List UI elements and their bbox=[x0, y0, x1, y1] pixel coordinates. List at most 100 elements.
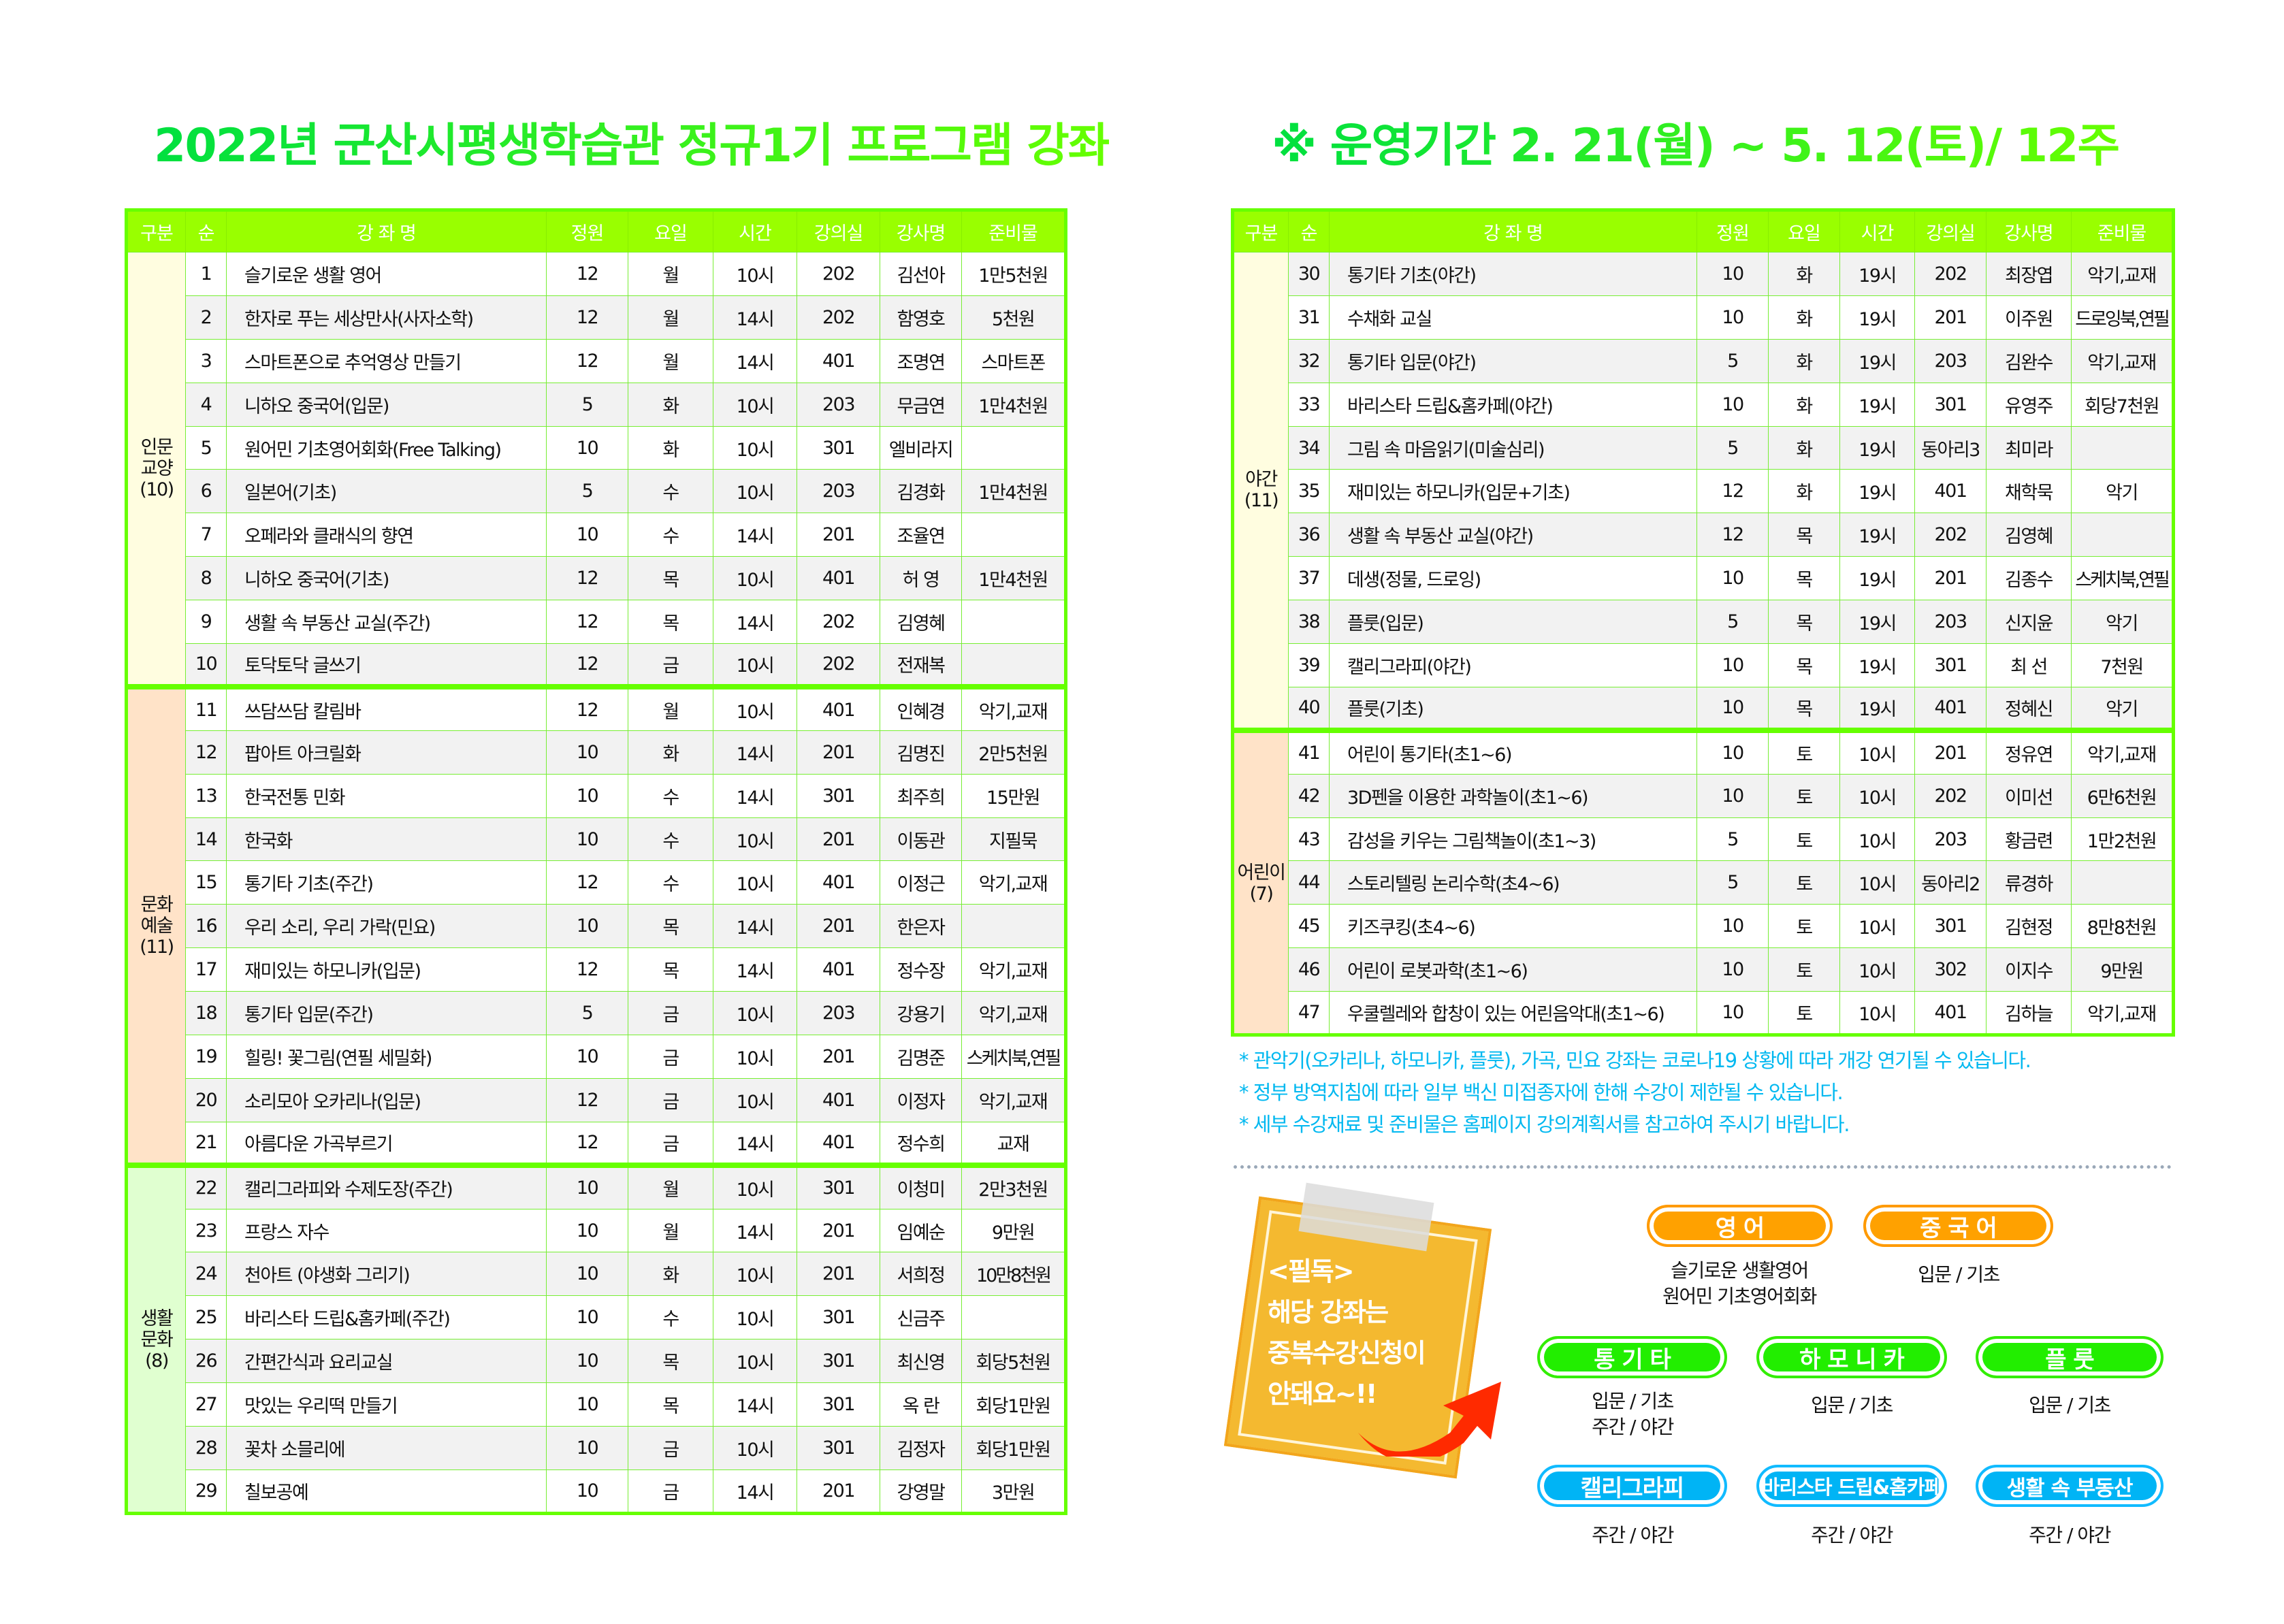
cell-no: 32 bbox=[1288, 338, 1330, 383]
cell-room: 301 bbox=[797, 1339, 880, 1384]
cell-time: 10시 bbox=[713, 1339, 797, 1384]
cell-instructor: 조명연 bbox=[880, 338, 962, 383]
cell-course-name: 우리 소리, 우리 가락(민요) bbox=[226, 904, 547, 949]
cell-room: 203 bbox=[797, 469, 880, 514]
cell-materials: 7천원 bbox=[2071, 643, 2174, 687]
cell-time: 10시 bbox=[1839, 773, 1915, 818]
cell-capacity: 10 bbox=[546, 1382, 628, 1427]
cell-room: 201 bbox=[797, 1035, 880, 1079]
cell-capacity: 10 bbox=[1696, 947, 1769, 992]
cell-course-name: 칠보공예 bbox=[226, 1469, 547, 1514]
header-room: 강의실 bbox=[797, 210, 880, 253]
cell-course-name: 통기타 입문(야간) bbox=[1329, 338, 1697, 383]
cell-room: 401 bbox=[1914, 991, 1987, 1036]
cell-course-name: 감성을 키우는 그림책놀이(초1~3) bbox=[1329, 817, 1697, 862]
cell-time: 10시 bbox=[713, 1163, 797, 1209]
table-row: 24 천아트 (야생화 그리기) 10 화 10시 201 서희정 10만8천원 bbox=[127, 1252, 1066, 1297]
cell-room: 301 bbox=[797, 1295, 880, 1340]
cell-room: 202 bbox=[797, 295, 880, 340]
header-day: 요일 bbox=[1768, 210, 1840, 253]
cell-course-name: 토닥토닥 글쓰기 bbox=[226, 643, 547, 687]
cell-no: 2 bbox=[185, 295, 227, 340]
cell-room: 401 bbox=[1914, 686, 1987, 731]
cell-room: 301 bbox=[797, 773, 880, 818]
cell-no: 1 bbox=[185, 252, 227, 296]
cell-room: 동아리2 bbox=[1914, 860, 1987, 905]
cell-capacity: 12 bbox=[546, 860, 628, 905]
cell-time: 14시 bbox=[713, 947, 797, 992]
cell-time: 19시 bbox=[1839, 556, 1915, 601]
cell-instructor: 서희정 bbox=[880, 1252, 962, 1297]
cell-no: 27 bbox=[185, 1382, 227, 1427]
cell-no: 14 bbox=[185, 817, 227, 862]
header-capacity: 정원 bbox=[546, 210, 628, 253]
caption-flute: 입문 / 기초 bbox=[2029, 1394, 2111, 1416]
cell-no: 21 bbox=[185, 1121, 227, 1166]
cell-day: 화 bbox=[628, 425, 713, 470]
cell-no: 20 bbox=[185, 1077, 227, 1122]
cell-instructor: 임예순 bbox=[880, 1208, 962, 1253]
sticky-note-text: <필독> 해당 강좌는 중복수강신청이 안돼요~!! bbox=[1268, 1256, 1426, 1409]
cell-materials: 회당1만원 bbox=[961, 1426, 1066, 1470]
cell-day: 수 bbox=[628, 1295, 713, 1340]
cell-day: 목 bbox=[628, 904, 713, 949]
cell-materials: 3만원 bbox=[961, 1469, 1066, 1514]
cell-room: 301 bbox=[797, 425, 880, 470]
note-1: * 관악기(오카리나, 하모니카, 플룻), 가곡, 민요 강좌는 코로나19 … bbox=[1239, 1049, 2031, 1072]
cell-day: 월 bbox=[628, 338, 713, 383]
table-row: 38 플룻(입문) 5 목 19시 203 신지윤 악기 bbox=[1233, 600, 2174, 645]
cell-time: 19시 bbox=[1839, 686, 1915, 731]
cell-day: 수 bbox=[628, 860, 713, 905]
cell-day: 토 bbox=[1768, 991, 1840, 1036]
cell-instructor: 김완수 bbox=[1986, 338, 2072, 383]
cell-day: 금 bbox=[628, 991, 713, 1036]
cell-instructor: 최신영 bbox=[880, 1339, 962, 1384]
cell-time: 19시 bbox=[1839, 338, 1915, 383]
cell-day: 화 bbox=[628, 382, 713, 427]
cell-course-name: 통기타 입문(주간) bbox=[226, 991, 547, 1036]
cell-course-name: 프랑스 자수 bbox=[226, 1208, 547, 1253]
cell-time: 19시 bbox=[1839, 252, 1915, 296]
cell-capacity: 10 bbox=[1696, 686, 1769, 731]
cell-capacity: 10 bbox=[546, 1295, 628, 1340]
category-real-estate: 생활 속 부동산 bbox=[1976, 1465, 2164, 1507]
table-row: 17 재미있는 하모니카(입문) 12 목 14시 401 정수장 악기,교재 bbox=[127, 947, 1066, 992]
cell-time: 10시 bbox=[1839, 904, 1915, 949]
cell-course-name: 간편간식과 요리교실 bbox=[226, 1339, 547, 1384]
cell-materials: 1만4천원 bbox=[961, 469, 1066, 514]
cell-capacity: 12 bbox=[1696, 513, 1769, 557]
cell-time: 10시 bbox=[713, 382, 797, 427]
cell-room: 301 bbox=[797, 1163, 880, 1209]
cell-room: 203 bbox=[1914, 600, 1987, 645]
cell-no: 11 bbox=[185, 684, 227, 731]
cell-no: 37 bbox=[1288, 556, 1330, 601]
cell-course-name: 재미있는 하모니카(입문) bbox=[226, 947, 547, 992]
cell-day: 화 bbox=[1768, 469, 1840, 514]
cell-instructor: 류경하 bbox=[1986, 860, 2072, 905]
cell-materials bbox=[2071, 425, 2174, 470]
caption-real-estate: 주간 / 야간 bbox=[2029, 1524, 2111, 1546]
cell-materials bbox=[961, 600, 1066, 645]
cell-no: 35 bbox=[1288, 469, 1330, 514]
cell-day: 토 bbox=[1768, 947, 1840, 992]
cell-day: 목 bbox=[1768, 600, 1840, 645]
cell-no: 41 bbox=[1288, 728, 1330, 775]
cell-course-name: 쓰담쓰담 칼림바 bbox=[226, 684, 547, 731]
cell-day: 목 bbox=[1768, 556, 1840, 601]
cell-materials: 9만원 bbox=[2071, 947, 2174, 992]
table-row: 39 캘리그라피(야간) 10 목 19시 301 최 선 7천원 bbox=[1233, 643, 2174, 687]
cell-room: 401 bbox=[797, 556, 880, 601]
cell-materials bbox=[961, 643, 1066, 687]
cell-instructor: 김정자 bbox=[880, 1426, 962, 1470]
cell-course-name: 데생(정물, 드로잉) bbox=[1329, 556, 1697, 601]
cell-time: 10시 bbox=[713, 991, 797, 1036]
cell-course-name: 우쿨렐레와 합창이 있는 어린음악대(초1~6) bbox=[1329, 991, 1697, 1036]
cell-materials: 1만5천원 bbox=[961, 252, 1066, 296]
header-no: 순 bbox=[185, 210, 227, 253]
header-materials: 준비물 bbox=[961, 210, 1066, 253]
cell-day: 금 bbox=[628, 1469, 713, 1514]
table-row: 27 맛있는 우리떡 만들기 10 목 14시 301 옥 란 회당1만원 bbox=[127, 1382, 1066, 1427]
cell-no: 10 bbox=[185, 643, 227, 687]
cell-capacity: 12 bbox=[546, 556, 628, 601]
note-2: * 정부 방역지침에 따라 일부 백신 미접종자에 한해 수강이 제한될 수 있… bbox=[1239, 1081, 1844, 1104]
